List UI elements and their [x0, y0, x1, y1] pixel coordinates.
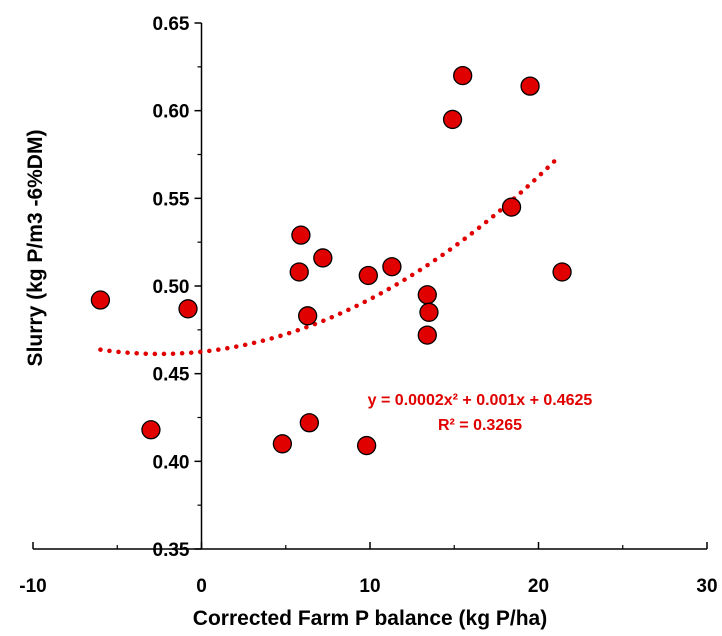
- data-point: [417, 325, 437, 345]
- trendline-layer: [98, 153, 562, 357]
- y-axis-title: Slurry (kg P/m3 -6%DM): [24, 130, 47, 367]
- data-point: [141, 420, 161, 440]
- data-point: [272, 434, 293, 454]
- data-point: [90, 290, 111, 310]
- data-point: [417, 285, 437, 305]
- data-point: [178, 299, 198, 319]
- data-point: [520, 76, 540, 96]
- x-tick-label: 30: [696, 576, 717, 597]
- axes: [32, 22, 708, 550]
- data-point: [419, 302, 439, 322]
- x-tick-label: 10: [359, 576, 380, 597]
- data-point: [356, 435, 377, 456]
- y-tick-label: 0.35: [153, 540, 190, 561]
- data-points: [90, 65, 572, 456]
- y-tick-label: 0.40: [153, 452, 190, 473]
- data-point: [298, 306, 318, 326]
- y-tick-label: 0.60: [153, 102, 190, 123]
- x-axis-title: Corrected Farm P balance (kg P/ha): [193, 607, 547, 630]
- y-tick-label: 0.45: [153, 365, 190, 386]
- x-tick-label: 20: [528, 576, 549, 597]
- data-point: [453, 65, 473, 86]
- data-point: [299, 413, 319, 433]
- trendline-r-squared: R² = 0.3265: [438, 417, 522, 434]
- data-point: [291, 225, 311, 245]
- y-tick-label: 0.55: [153, 189, 190, 210]
- data-point: [313, 248, 333, 268]
- x-tick-label: 0: [196, 576, 207, 597]
- y-tick-label: 0.65: [153, 14, 190, 35]
- y-tick-label: 0.50: [153, 277, 190, 298]
- data-point: [442, 109, 463, 130]
- data-point: [358, 265, 378, 286]
- data-point: [382, 257, 402, 277]
- data-point: [552, 262, 572, 282]
- trendline: [98, 153, 562, 357]
- trendline-equation: y = 0.0002x² + 0.001x + 0.4625: [368, 392, 593, 409]
- data-point: [289, 262, 309, 282]
- tick-labels: -10 0 10 20 30 0.35 0.40 0.45 0.50 0.55 0.60 0.65: [19, 14, 717, 597]
- data-point: [501, 197, 522, 217]
- x-tick-label: -10: [19, 576, 46, 597]
